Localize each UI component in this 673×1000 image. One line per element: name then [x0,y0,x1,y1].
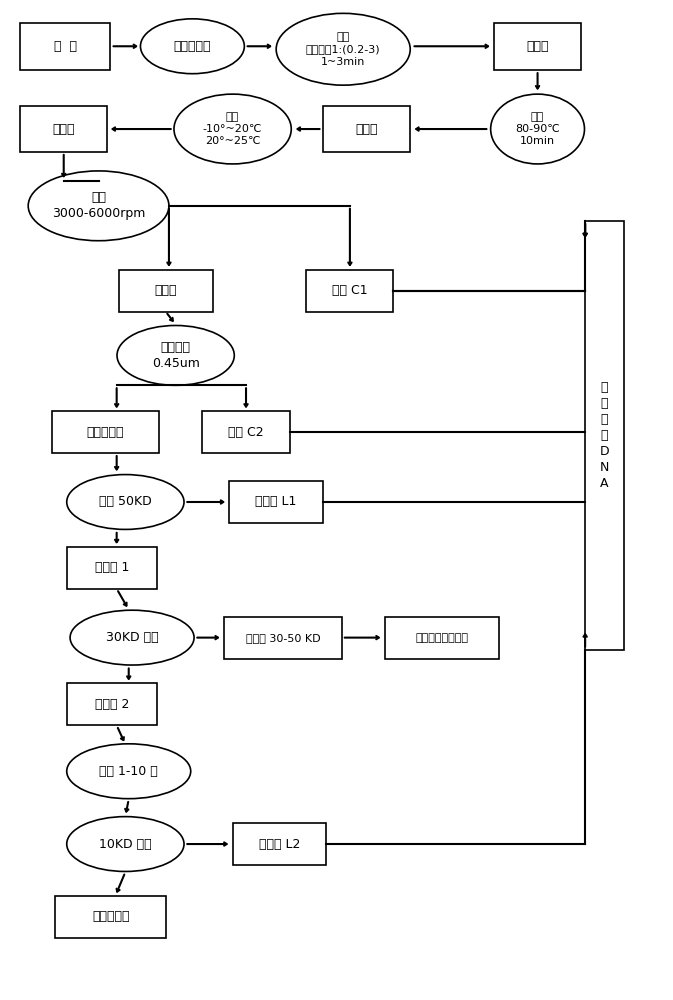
Bar [585,221,624,650]
Ellipse shape [28,171,169,241]
Text: 离心
3000-6000rpm: 离心 3000-6000rpm [52,191,145,220]
Bar [55,896,166,938]
Text: 匀浆液: 匀浆液 [526,40,548,53]
Ellipse shape [276,13,411,85]
Bar [52,411,159,453]
Text: 冻融液: 冻融液 [52,123,75,136]
Ellipse shape [141,19,244,74]
Text: 透过液 1: 透过液 1 [95,561,129,574]
Text: 澄清过滤液: 澄清过滤液 [87,426,124,439]
Bar [224,617,341,659]
Text: 截留液 L2: 截留液 L2 [259,838,300,851]
Text: 沉淀 C1: 沉淀 C1 [332,284,367,297]
Text: 上清液: 上清液 [154,284,177,297]
Text: 冻融
-10°~20℃
20°~25℃: 冻融 -10°~20℃ 20°~25℃ [203,112,262,146]
Bar [118,270,213,312]
Bar [233,823,326,865]
Ellipse shape [67,475,184,529]
Text: 沉淀 C2: 沉淀 C2 [228,426,264,439]
Bar [20,23,110,70]
Ellipse shape [117,325,234,385]
Text: 中分子量胸腺蛋白: 中分子量胸腺蛋白 [415,633,468,643]
Text: 截留液 L1: 截留液 L1 [256,495,297,508]
Bar [385,617,499,659]
Bar [229,481,323,523]
Text: 胸  腺: 胸 腺 [54,40,77,53]
Text: 透过液 2: 透过液 2 [95,698,129,711]
Text: 澄清过滤
0.45um: 澄清过滤 0.45um [151,341,200,370]
Text: 匀浆
加水比例1:(0.2-3)
1~3min: 匀浆 加水比例1:(0.2-3) 1~3min [306,32,380,67]
Ellipse shape [67,817,184,871]
Text: 10KD 超滤: 10KD 超滤 [99,838,151,851]
Ellipse shape [70,610,194,665]
Ellipse shape [491,94,584,164]
Bar [67,683,157,725]
Ellipse shape [174,94,291,164]
Bar [494,23,581,70]
Bar [203,411,289,453]
Text: 截留液 30-50 KD: 截留液 30-50 KD [246,633,320,643]
Bar [67,547,157,589]
Text: 胸腺肽溶液: 胸腺肽溶液 [92,910,129,923]
Text: 变性液: 变性液 [355,123,378,136]
Ellipse shape [67,744,190,799]
Bar [323,106,411,152]
Text: 浓缩 1-10 倍: 浓缩 1-10 倍 [100,765,158,778]
Text: 制
备
粗
品
D
N
A: 制 备 粗 品 D N A [600,381,609,490]
Text: 30KD 超滤: 30KD 超滤 [106,631,158,644]
Text: 变性
80-90℃
10min: 变性 80-90℃ 10min [516,112,560,146]
Text: 摘洗、绞碎: 摘洗、绞碎 [174,40,211,53]
Bar [20,106,107,152]
Text: 超滤 50KD: 超滤 50KD [99,495,151,508]
Bar [306,270,394,312]
